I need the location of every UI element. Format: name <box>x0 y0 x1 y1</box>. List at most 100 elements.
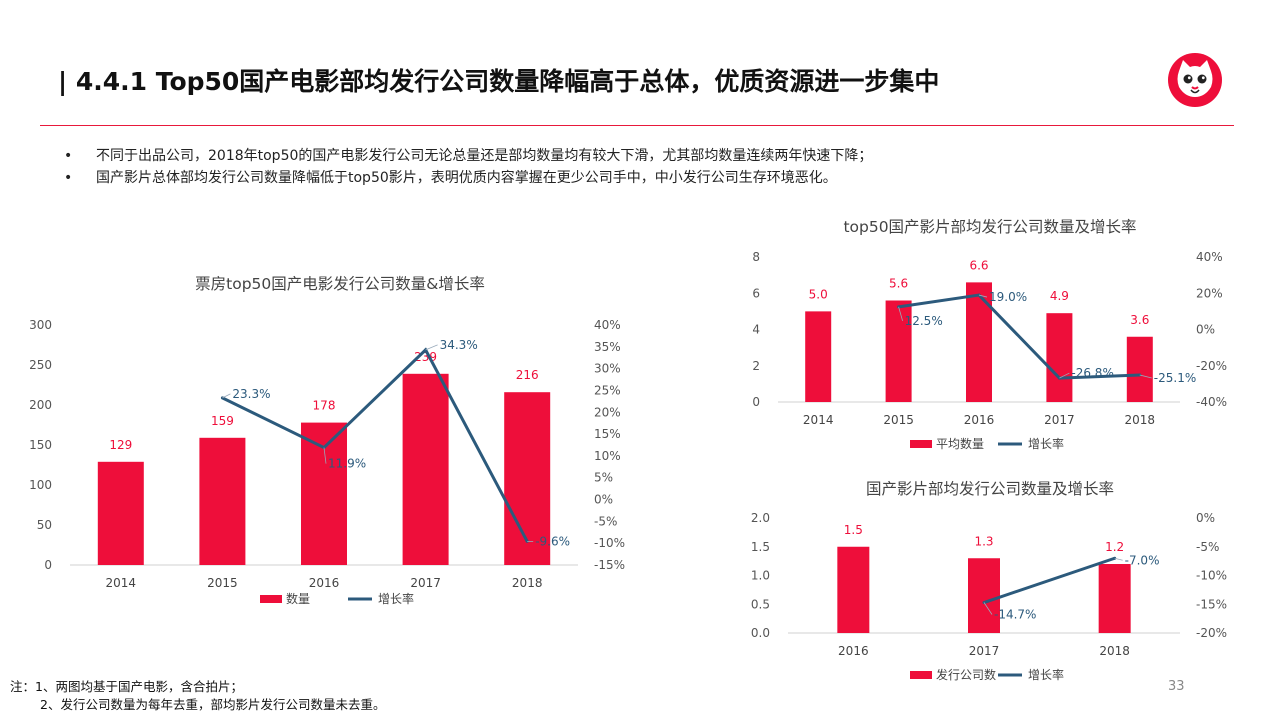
footnote: 注：1、两图均基于国产电影，含合拍片； <box>10 679 243 694</box>
growth-value-label: 23.3% <box>232 387 270 401</box>
y-tick-left: 0 <box>44 558 52 572</box>
growth-line <box>221 347 529 543</box>
bar-value-label: 1.3 <box>974 534 993 548</box>
growth-line <box>983 556 1116 604</box>
y-tick-right: 35% <box>594 340 621 354</box>
bar <box>199 437 246 565</box>
y-tick-right: 25% <box>594 383 621 397</box>
bar <box>1046 313 1073 402</box>
y-tick-left: 1.0 <box>751 569 770 583</box>
y-tick-left: 8 <box>752 250 760 264</box>
y-tick-right: 0% <box>1196 323 1215 337</box>
x-tick-label: 2016 <box>964 413 995 427</box>
bar-value-label: 5.6 <box>889 277 908 291</box>
y-tick-right: -10% <box>1196 569 1227 583</box>
y-tick-left: 6 <box>752 286 760 300</box>
x-tick-label: 2016 <box>838 644 869 658</box>
legend-label: 数量 <box>286 591 310 606</box>
bar <box>968 558 1000 633</box>
growth-leader-line <box>1114 557 1123 561</box>
growth-leader-line <box>1059 372 1070 379</box>
legend-label: 平均数量 <box>936 436 984 451</box>
y-tick-right: -20% <box>1196 359 1227 373</box>
bar <box>301 422 347 565</box>
x-tick-label: 2017 <box>410 576 441 590</box>
legend-swatch-bar <box>260 595 282 603</box>
growth-leader-line <box>222 393 231 399</box>
y-tick-right: 40% <box>594 318 621 332</box>
bullet-item: 国产影片总体部均发行公司数量降幅低于top50影片，表明优质内容掌握在更少公司手… <box>64 167 872 189</box>
x-tick-label: 2015 <box>207 576 238 590</box>
growth-leader-line <box>898 306 903 321</box>
chart-title: 票房top50国产电影发行公司数量&增长率 <box>195 275 485 293</box>
chart-all-avg-distributors: 国产影片部均发行公司数量及增长率 0.0 0.5 1.0 1.5 2.0 -20% -15% -… <box>751 480 1227 682</box>
growth-point <box>322 446 326 450</box>
chart-legend: 发行公司数 增长率 <box>910 667 1064 682</box>
page-title: | 4.4.1 Top50国产电影部均发行公司数量降幅高于总体，优质资源进一步集… <box>58 67 940 96</box>
bar-value-label: 129 <box>109 438 132 452</box>
page-number: 33 <box>1168 679 1185 694</box>
growth-value-label: -25.1% <box>1154 371 1196 385</box>
y-tick-left: 2 <box>752 359 760 373</box>
growth-value-label: 34.3% <box>440 338 478 352</box>
bar-value-label: 3.6 <box>1130 313 1149 327</box>
y-tick-right: 30% <box>594 362 621 376</box>
y-tick-left: 300 <box>29 318 52 332</box>
y-tick-right: 5% <box>594 471 613 485</box>
growth-value-label: -9.6% <box>535 534 570 548</box>
bar <box>805 311 832 402</box>
bar-value-label: 159 <box>211 414 234 428</box>
x-tick-label: 2017 <box>969 644 1000 658</box>
x-tick-label: 2015 <box>883 413 914 427</box>
x-tick-label: 2014 <box>803 413 834 427</box>
growth-point <box>220 396 224 400</box>
growth-line <box>898 293 1140 380</box>
title-divider <box>40 125 1234 126</box>
x-tick-label: 2014 <box>106 576 137 590</box>
bar-value-label: 4.9 <box>1050 289 1069 303</box>
bar-value-label: 1.5 <box>844 523 863 537</box>
footnotes: 注：1、两图均基于国产电影，含合拍片； 2、发行公司数量为每年去重，部均影片发行… <box>10 678 385 714</box>
y-tick-right: -10% <box>594 536 625 550</box>
legend-label: 增长率 <box>1028 667 1064 682</box>
legend-swatch-bar <box>910 440 932 448</box>
y-tick-right: -20% <box>1196 626 1227 640</box>
bar <box>1098 564 1131 633</box>
y-tick-left: 50 <box>37 518 52 532</box>
bullet-list: 不同于出品公司，2018年top50的国产电影发行公司无论总量还是部均数量均有较… <box>64 145 872 189</box>
growth-value-label: 19.0% <box>989 290 1027 304</box>
legend-label: 增长率 <box>1028 436 1064 451</box>
chart-top50-distributors: 票房top50国产电影发行公司数量&增长率 0 50 100 150 200 250 300 -… <box>29 275 625 606</box>
y-tick-right: -5% <box>594 514 617 528</box>
chart-legend: 平均数量 增长率 <box>910 436 1064 451</box>
y-tick-right: 0% <box>1196 511 1215 525</box>
growth-value-label: -26.8% <box>1071 366 1113 380</box>
growth-leader-line <box>978 294 988 298</box>
footnote: 2、发行公司数量为每年去重，部均影片发行公司数量未去重。 <box>40 697 386 712</box>
growth-value-label: -7.0% <box>1125 553 1160 567</box>
cat-logo-icon <box>1168 53 1222 107</box>
y-tick-right: 20% <box>594 405 621 419</box>
bullet-item: 不同于出品公司，2018年top50的国产电影发行公司无论总量还是部均数量均有较… <box>64 145 872 167</box>
bar <box>837 546 870 633</box>
y-tick-left: 250 <box>29 358 52 372</box>
y-tick-left: 0 <box>752 395 760 409</box>
bar-value-label: 178 <box>313 399 336 413</box>
y-tick-right: 15% <box>594 427 621 441</box>
y-tick-right: -15% <box>594 558 625 572</box>
x-tick-label: 2018 <box>1125 413 1156 427</box>
chart-title: top50国产影片部均发行公司数量及增长率 <box>843 218 1136 236</box>
legend-label: 增长率 <box>378 591 414 606</box>
y-tick-right: 40% <box>1196 250 1223 264</box>
y-tick-left: 4 <box>752 323 760 337</box>
y-tick-right: 0% <box>594 493 613 507</box>
y-tick-left: 2.0 <box>751 511 770 525</box>
legend-swatch-bar <box>910 671 932 679</box>
bar <box>402 373 449 565</box>
y-tick-right: -15% <box>1196 597 1227 611</box>
growth-leader-line <box>1139 374 1152 379</box>
bar-value-label: 6.6 <box>969 258 988 272</box>
bar <box>1126 336 1153 402</box>
x-tick-label: 2018 <box>512 576 543 590</box>
growth-value-label: 12.5% <box>905 314 943 328</box>
